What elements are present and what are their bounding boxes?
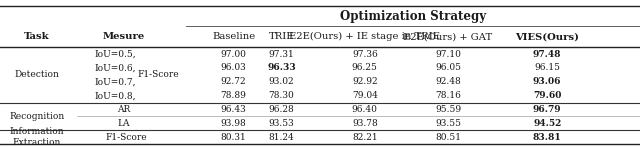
Text: 97.00: 97.00 (221, 50, 246, 59)
Text: 83.81: 83.81 (533, 133, 561, 142)
Text: 96.05: 96.05 (435, 64, 461, 72)
Text: 96.79: 96.79 (533, 105, 561, 114)
Text: 96.33: 96.33 (268, 64, 296, 72)
Text: 96.03: 96.03 (221, 64, 246, 72)
Text: 92.72: 92.72 (221, 77, 246, 86)
Text: Recognition: Recognition (10, 112, 65, 121)
Text: Baseline: Baseline (212, 32, 255, 41)
Text: IoU=0.7,: IoU=0.7, (95, 77, 136, 86)
Text: 95.59: 95.59 (435, 105, 461, 114)
Text: 97.48: 97.48 (533, 50, 561, 59)
Text: 92.92: 92.92 (352, 77, 378, 86)
Text: VIES(Ours): VIES(Ours) (515, 32, 579, 41)
Text: 93.02: 93.02 (269, 77, 294, 86)
Text: 97.10: 97.10 (435, 50, 461, 59)
Text: E2E(Ours) + GAT: E2E(Ours) + GAT (403, 32, 493, 41)
Text: 93.78: 93.78 (352, 119, 378, 128)
Text: IoU=0.6,: IoU=0.6, (95, 64, 136, 72)
Text: E2E(Ours) + IE stage in TRIE: E2E(Ours) + IE stage in TRIE (289, 32, 440, 41)
Text: F1-Score: F1-Score (106, 133, 148, 142)
Text: LA: LA (117, 119, 130, 128)
Text: F1-Score: F1-Score (138, 70, 180, 80)
Text: 79.60: 79.60 (533, 91, 561, 100)
Text: Mesure: Mesure (102, 32, 145, 41)
Text: IoU=0.8,: IoU=0.8, (95, 91, 136, 100)
Text: 80.51: 80.51 (435, 133, 461, 142)
Text: Information
Extraction: Information Extraction (10, 127, 65, 147)
Text: 79.04: 79.04 (352, 91, 378, 100)
Text: 80.31: 80.31 (221, 133, 246, 142)
Text: Optimization Strategy: Optimization Strategy (340, 10, 486, 23)
Text: 97.31: 97.31 (269, 50, 294, 59)
Text: 96.43: 96.43 (221, 105, 246, 114)
Text: Detection: Detection (15, 70, 60, 80)
Text: 93.98: 93.98 (221, 119, 246, 128)
Text: 78.89: 78.89 (221, 91, 246, 100)
Text: Task: Task (24, 32, 50, 41)
Text: AR: AR (117, 105, 130, 114)
Text: IoU=0.5,: IoU=0.5, (95, 50, 136, 59)
Text: 96.28: 96.28 (269, 105, 294, 114)
Text: 96.25: 96.25 (352, 64, 378, 72)
Text: 82.21: 82.21 (352, 133, 378, 142)
Text: 96.15: 96.15 (534, 64, 560, 72)
Text: TRIE: TRIE (269, 32, 294, 41)
Text: 93.06: 93.06 (533, 77, 561, 86)
Text: 78.16: 78.16 (435, 91, 461, 100)
Text: 93.53: 93.53 (269, 119, 294, 128)
Text: 94.52: 94.52 (533, 119, 561, 128)
Text: 81.24: 81.24 (269, 133, 294, 142)
Text: 78.30: 78.30 (269, 91, 294, 100)
Text: 92.48: 92.48 (435, 77, 461, 86)
Text: 96.40: 96.40 (352, 105, 378, 114)
Text: 93.55: 93.55 (435, 119, 461, 128)
Text: 97.36: 97.36 (352, 50, 378, 59)
